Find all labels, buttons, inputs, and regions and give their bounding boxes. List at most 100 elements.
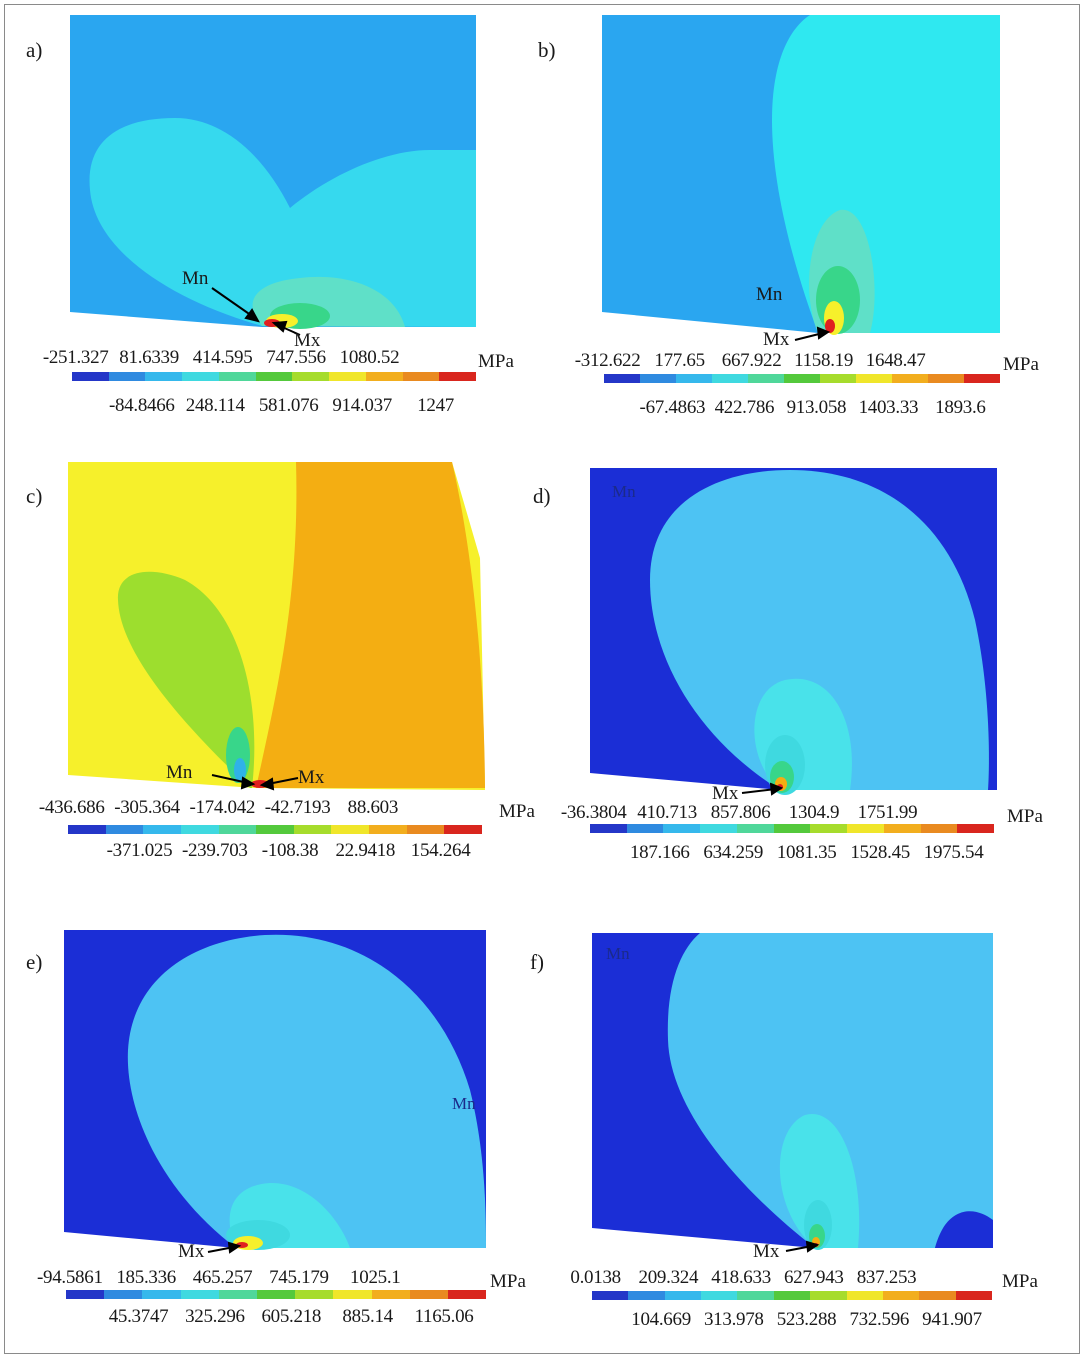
- annotation-arrows: [207, 287, 831, 1254]
- legend-bottom-value: -371.025: [106, 840, 173, 861]
- figure-frame: [4, 4, 1080, 1354]
- legend-bottom-value: 325.296: [185, 1306, 245, 1327]
- legend-bottom-value: 154.264: [410, 840, 471, 861]
- annotation-mn-e: Mn: [452, 1094, 476, 1113]
- legend-bottom-value: 605.218: [261, 1306, 322, 1327]
- legend-swatch: [218, 1290, 257, 1299]
- legend-swatch: [218, 825, 257, 834]
- legend-swatch: [409, 1290, 448, 1299]
- legend-bar: [66, 1290, 487, 1299]
- legend-swatch: [331, 825, 370, 834]
- legend-bottom-value: 885.14: [342, 1306, 393, 1327]
- legend-bottom-value: 523.288: [776, 1309, 837, 1330]
- legend-swatch: [737, 1291, 774, 1300]
- legend-swatch: [846, 1291, 883, 1300]
- legend-swatch: [626, 824, 664, 833]
- legend-swatch: [928, 374, 964, 383]
- legend-swatch: [295, 1290, 334, 1299]
- legend-swatch: [66, 1290, 105, 1299]
- legend-bottom-value: 581.076: [258, 395, 319, 416]
- legend-swatch: [108, 372, 146, 381]
- legend-bottom-value: 104.669: [631, 1309, 691, 1330]
- legend-swatch: [439, 372, 477, 381]
- legend-bar: [68, 825, 483, 834]
- legend-swatch: [820, 374, 856, 383]
- legend-unit: MPa: [1002, 1271, 1038, 1292]
- legend-top-value: 745.179: [269, 1267, 329, 1288]
- legend-bar: [604, 374, 1000, 383]
- legend-swatch: [773, 1291, 811, 1300]
- legend-bar: [592, 1291, 992, 1300]
- annotation-mn-a: Mn: [182, 268, 209, 289]
- legend-swatch: [810, 824, 848, 833]
- legend-swatch: [68, 825, 106, 834]
- legend-top-value: 1158.19: [794, 350, 854, 371]
- legend-swatch: [293, 825, 332, 834]
- legend-swatch: [255, 372, 293, 381]
- legend-swatch: [882, 1291, 920, 1300]
- legend-bottom-value: 1528.45: [850, 842, 910, 863]
- legend-swatch: [369, 825, 407, 834]
- legend-bottom-value: 313.978: [703, 1309, 764, 1330]
- panel-d-contour: [590, 468, 997, 795]
- panel-label-f: f): [530, 950, 544, 974]
- legend-bottom-value: 1081.35: [776, 842, 837, 863]
- panel-e-contour: [64, 930, 486, 1250]
- legend-swatch: [218, 372, 256, 381]
- panel-label-d: d): [533, 484, 551, 508]
- legend-swatch: [104, 1290, 143, 1299]
- legend-top-value: -42.7193: [264, 797, 331, 818]
- legend-top-value: 185.336: [116, 1267, 176, 1288]
- legend-swatch: [955, 1291, 992, 1300]
- legend-swatch: [180, 825, 219, 834]
- annotation-mn-c: Mn: [166, 762, 193, 783]
- legend-swatch: [736, 824, 774, 833]
- annotation-mn-d: Mn: [612, 482, 636, 501]
- legend-bottom-value: 1165.06: [414, 1306, 474, 1327]
- legend-swatch: [406, 825, 445, 834]
- legend-top-value: 837.253: [856, 1267, 917, 1288]
- legend-unit: MPa: [1003, 354, 1039, 375]
- legend-top-value: 81.6339: [119, 347, 179, 368]
- legend-swatch: [892, 374, 928, 383]
- legend-bottom-value: 1247: [417, 395, 454, 416]
- legend-top-value: 627.943: [783, 1267, 844, 1288]
- legend-swatch: [701, 1291, 738, 1300]
- legend-top-value: 209.324: [638, 1267, 699, 1288]
- legend-swatch: [256, 825, 294, 834]
- legend-swatch: [920, 824, 958, 833]
- legend-top-value: -436.686: [38, 797, 105, 818]
- legend-bar: [590, 824, 995, 833]
- legend-bottom-value: 913.058: [786, 397, 847, 418]
- legend-swatch: [590, 824, 627, 833]
- legend-top-value: 410.713: [637, 802, 697, 823]
- legend-bottom-value: 914.037: [332, 395, 392, 416]
- legend-swatch: [292, 372, 330, 381]
- legend-bottom-value: 941.907: [922, 1309, 982, 1330]
- panel-label-e: e): [26, 950, 43, 974]
- legend-swatch: [784, 374, 820, 383]
- legend-top-value: 1025.1: [350, 1267, 401, 1288]
- legend-unit: MPa: [478, 351, 514, 372]
- legend-bottom-value: 1403.33: [858, 397, 919, 418]
- legend-unit: MPa: [490, 1271, 526, 1292]
- legend-swatch: [447, 1290, 487, 1299]
- legend-swatch: [145, 372, 183, 381]
- legend-swatch: [676, 374, 712, 383]
- legend-swatch: [143, 825, 181, 834]
- legend-bottom-value: 22.9418: [335, 840, 396, 861]
- legend-bottom-value: -84.8466: [108, 395, 175, 416]
- panel-f-contour: [592, 933, 993, 1250]
- legend-bottom-value: 732.596: [849, 1309, 910, 1330]
- legend-top-value: 414.595: [192, 347, 253, 368]
- legend-bottom-value: 1975.54: [923, 842, 984, 863]
- legend-top-value: 0.0138: [570, 1267, 621, 1288]
- legend-swatch: [256, 1290, 296, 1299]
- legend-swatch: [847, 824, 884, 833]
- legend-top-value: -94.5861: [36, 1267, 103, 1288]
- legend-unit: MPa: [499, 801, 535, 822]
- legend-swatch: [182, 372, 219, 381]
- legend-top-value: -174.042: [189, 797, 256, 818]
- legend-swatch: [329, 372, 366, 381]
- legend-top-value: 857.806: [710, 802, 771, 823]
